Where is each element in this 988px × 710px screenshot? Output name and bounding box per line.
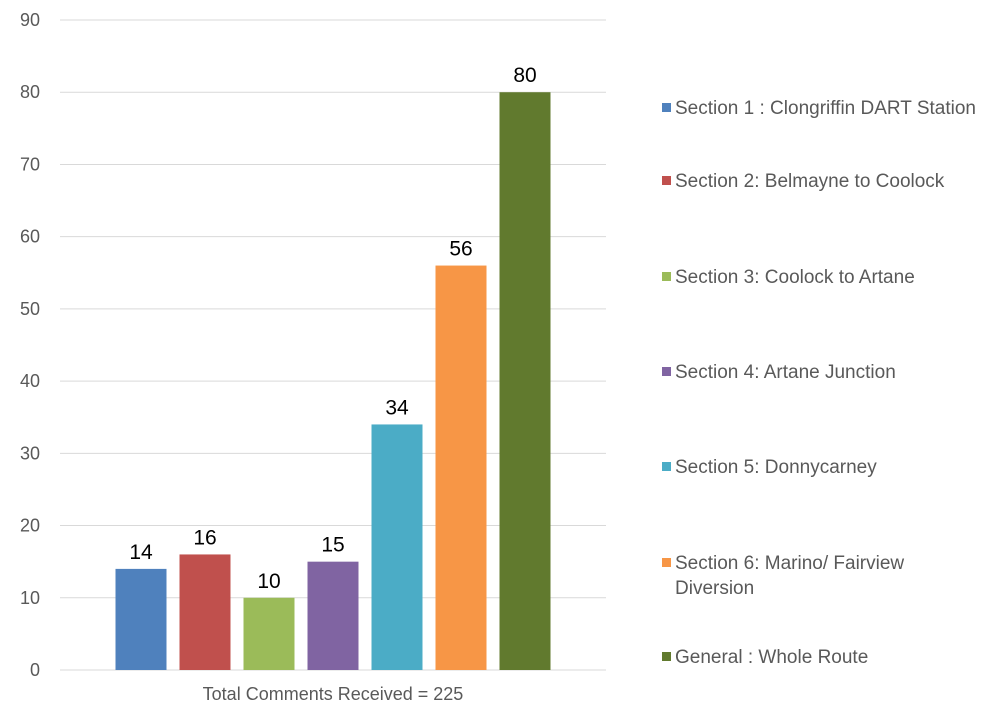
bar-series-6 <box>435 265 487 670</box>
legend-label: Section 1 : Clongriffin DART Station <box>675 98 976 119</box>
data-label-series-2: 16 <box>193 526 216 549</box>
y-tick-label: 40 <box>20 371 40 391</box>
bar-series-5 <box>371 424 423 670</box>
legend-label: Section 2: Belmayne to Coolock <box>675 171 945 192</box>
data-label-series-3: 10 <box>257 570 280 593</box>
data-label-series-6: 56 <box>449 238 472 261</box>
y-tick-label: 70 <box>20 154 40 174</box>
data-label-series-5: 34 <box>385 396 409 419</box>
bar-series-3 <box>243 597 295 670</box>
bar-series-4 <box>307 561 359 670</box>
legend-item-2: Section 2: Belmayne to Coolock <box>662 170 988 194</box>
y-tick-label: 60 <box>20 227 40 247</box>
legend-swatch <box>662 462 671 471</box>
data-label-series-1: 14 <box>129 541 153 564</box>
x-axis-category-label: Total Comments Received = 225 <box>203 684 464 704</box>
y-tick-label: 80 <box>20 82 40 102</box>
legend-swatch <box>662 176 671 185</box>
legend-item-5: Section 5: Donnycarney <box>662 456 988 480</box>
legend-label: Section 5: Donnycarney <box>675 457 877 478</box>
bar-series-2 <box>179 554 231 670</box>
y-axis-tick-labels: 0 10 20 30 40 50 60 70 80 90 <box>20 10 40 680</box>
legend-label: Section 6: Marino/ Fairview Diversion <box>675 553 905 599</box>
legend-item-1: Section 1 : Clongriffin DART Station <box>662 97 988 121</box>
legend-item-3: Section 3: Coolock to Artane <box>662 266 988 290</box>
legend-swatch <box>662 272 671 281</box>
y-tick-label: 50 <box>20 299 40 319</box>
legend-item-7: General : Whole Route <box>662 646 988 670</box>
y-tick-label: 10 <box>20 588 40 608</box>
legend-label: Section 3: Coolock to Artane <box>675 267 915 288</box>
legend-swatch <box>662 367 671 376</box>
data-label-series-7: 80 <box>513 64 536 87</box>
legend-swatch <box>662 558 671 567</box>
legend-swatch <box>662 652 671 661</box>
y-tick-label: 0 <box>30 660 40 680</box>
data-labels: 14 16 10 15 34 56 80 <box>129 64 536 593</box>
legend-item-4: Section 4: Artane Junction <box>662 361 988 385</box>
bar-series-7 <box>499 92 551 670</box>
y-tick-label: 30 <box>20 443 40 463</box>
legend-swatch <box>662 103 671 112</box>
bar-series-1 <box>115 568 167 670</box>
legend-label: General : Whole Route <box>675 647 869 668</box>
legend-label: Section 4: Artane Junction <box>675 362 896 383</box>
legend-item-6: Section 6: Marino/ Fairview Diversion <box>662 552 988 601</box>
y-tick-label: 20 <box>20 516 40 536</box>
y-tick-label: 90 <box>20 10 40 30</box>
bars <box>115 92 551 670</box>
data-label-series-4: 15 <box>321 534 344 557</box>
